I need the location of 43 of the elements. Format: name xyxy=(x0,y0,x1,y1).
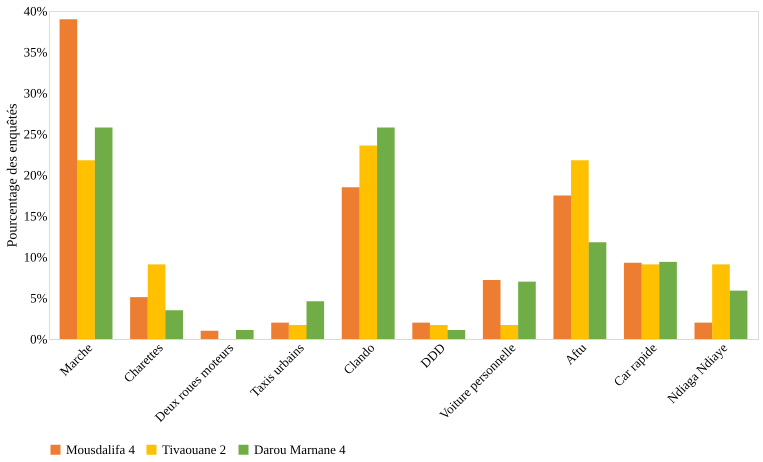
y-tick-label: 10% xyxy=(24,250,48,264)
bar xyxy=(288,325,306,339)
bar xyxy=(165,310,184,339)
legend-label: Tivaouane 2 xyxy=(162,442,226,457)
y-tick-label: 0% xyxy=(30,332,48,346)
y-tick-label: 25% xyxy=(24,126,48,142)
y-tick-label: 35% xyxy=(24,44,48,60)
y-tick-label: 15% xyxy=(24,208,48,224)
bar xyxy=(553,196,572,339)
bar xyxy=(448,330,466,339)
legend-label: Darou Marnane 4 xyxy=(254,442,346,457)
legend-label: Mousdalifa 4 xyxy=(66,442,136,457)
bar xyxy=(730,290,748,339)
bar xyxy=(377,127,395,339)
y-tick-label: 20% xyxy=(24,168,48,182)
bar xyxy=(77,160,95,339)
bar xyxy=(130,297,148,339)
y-tick-label: 5% xyxy=(30,290,48,306)
x-tick-label: Aftu xyxy=(562,340,590,368)
bar xyxy=(412,322,430,339)
bar xyxy=(60,19,78,339)
bar xyxy=(624,262,642,339)
bar xyxy=(571,160,589,339)
bar xyxy=(148,264,166,339)
bar xyxy=(518,282,536,339)
bar xyxy=(694,322,712,339)
bar xyxy=(359,145,378,339)
bar xyxy=(642,264,660,339)
bar xyxy=(430,325,448,339)
bar xyxy=(236,330,254,339)
bar xyxy=(200,330,218,339)
y-tick-label: 30% xyxy=(24,86,48,100)
y-axis-title: Pourcentage des enquêtés xyxy=(6,104,21,248)
bar xyxy=(271,322,289,339)
bar xyxy=(306,301,324,339)
bar xyxy=(712,264,730,339)
bar xyxy=(94,127,112,339)
bar xyxy=(482,280,500,339)
bar xyxy=(659,262,677,339)
bar xyxy=(342,187,360,339)
bar xyxy=(500,325,518,339)
y-tick-label: 40% xyxy=(24,4,48,18)
bar xyxy=(588,242,606,339)
